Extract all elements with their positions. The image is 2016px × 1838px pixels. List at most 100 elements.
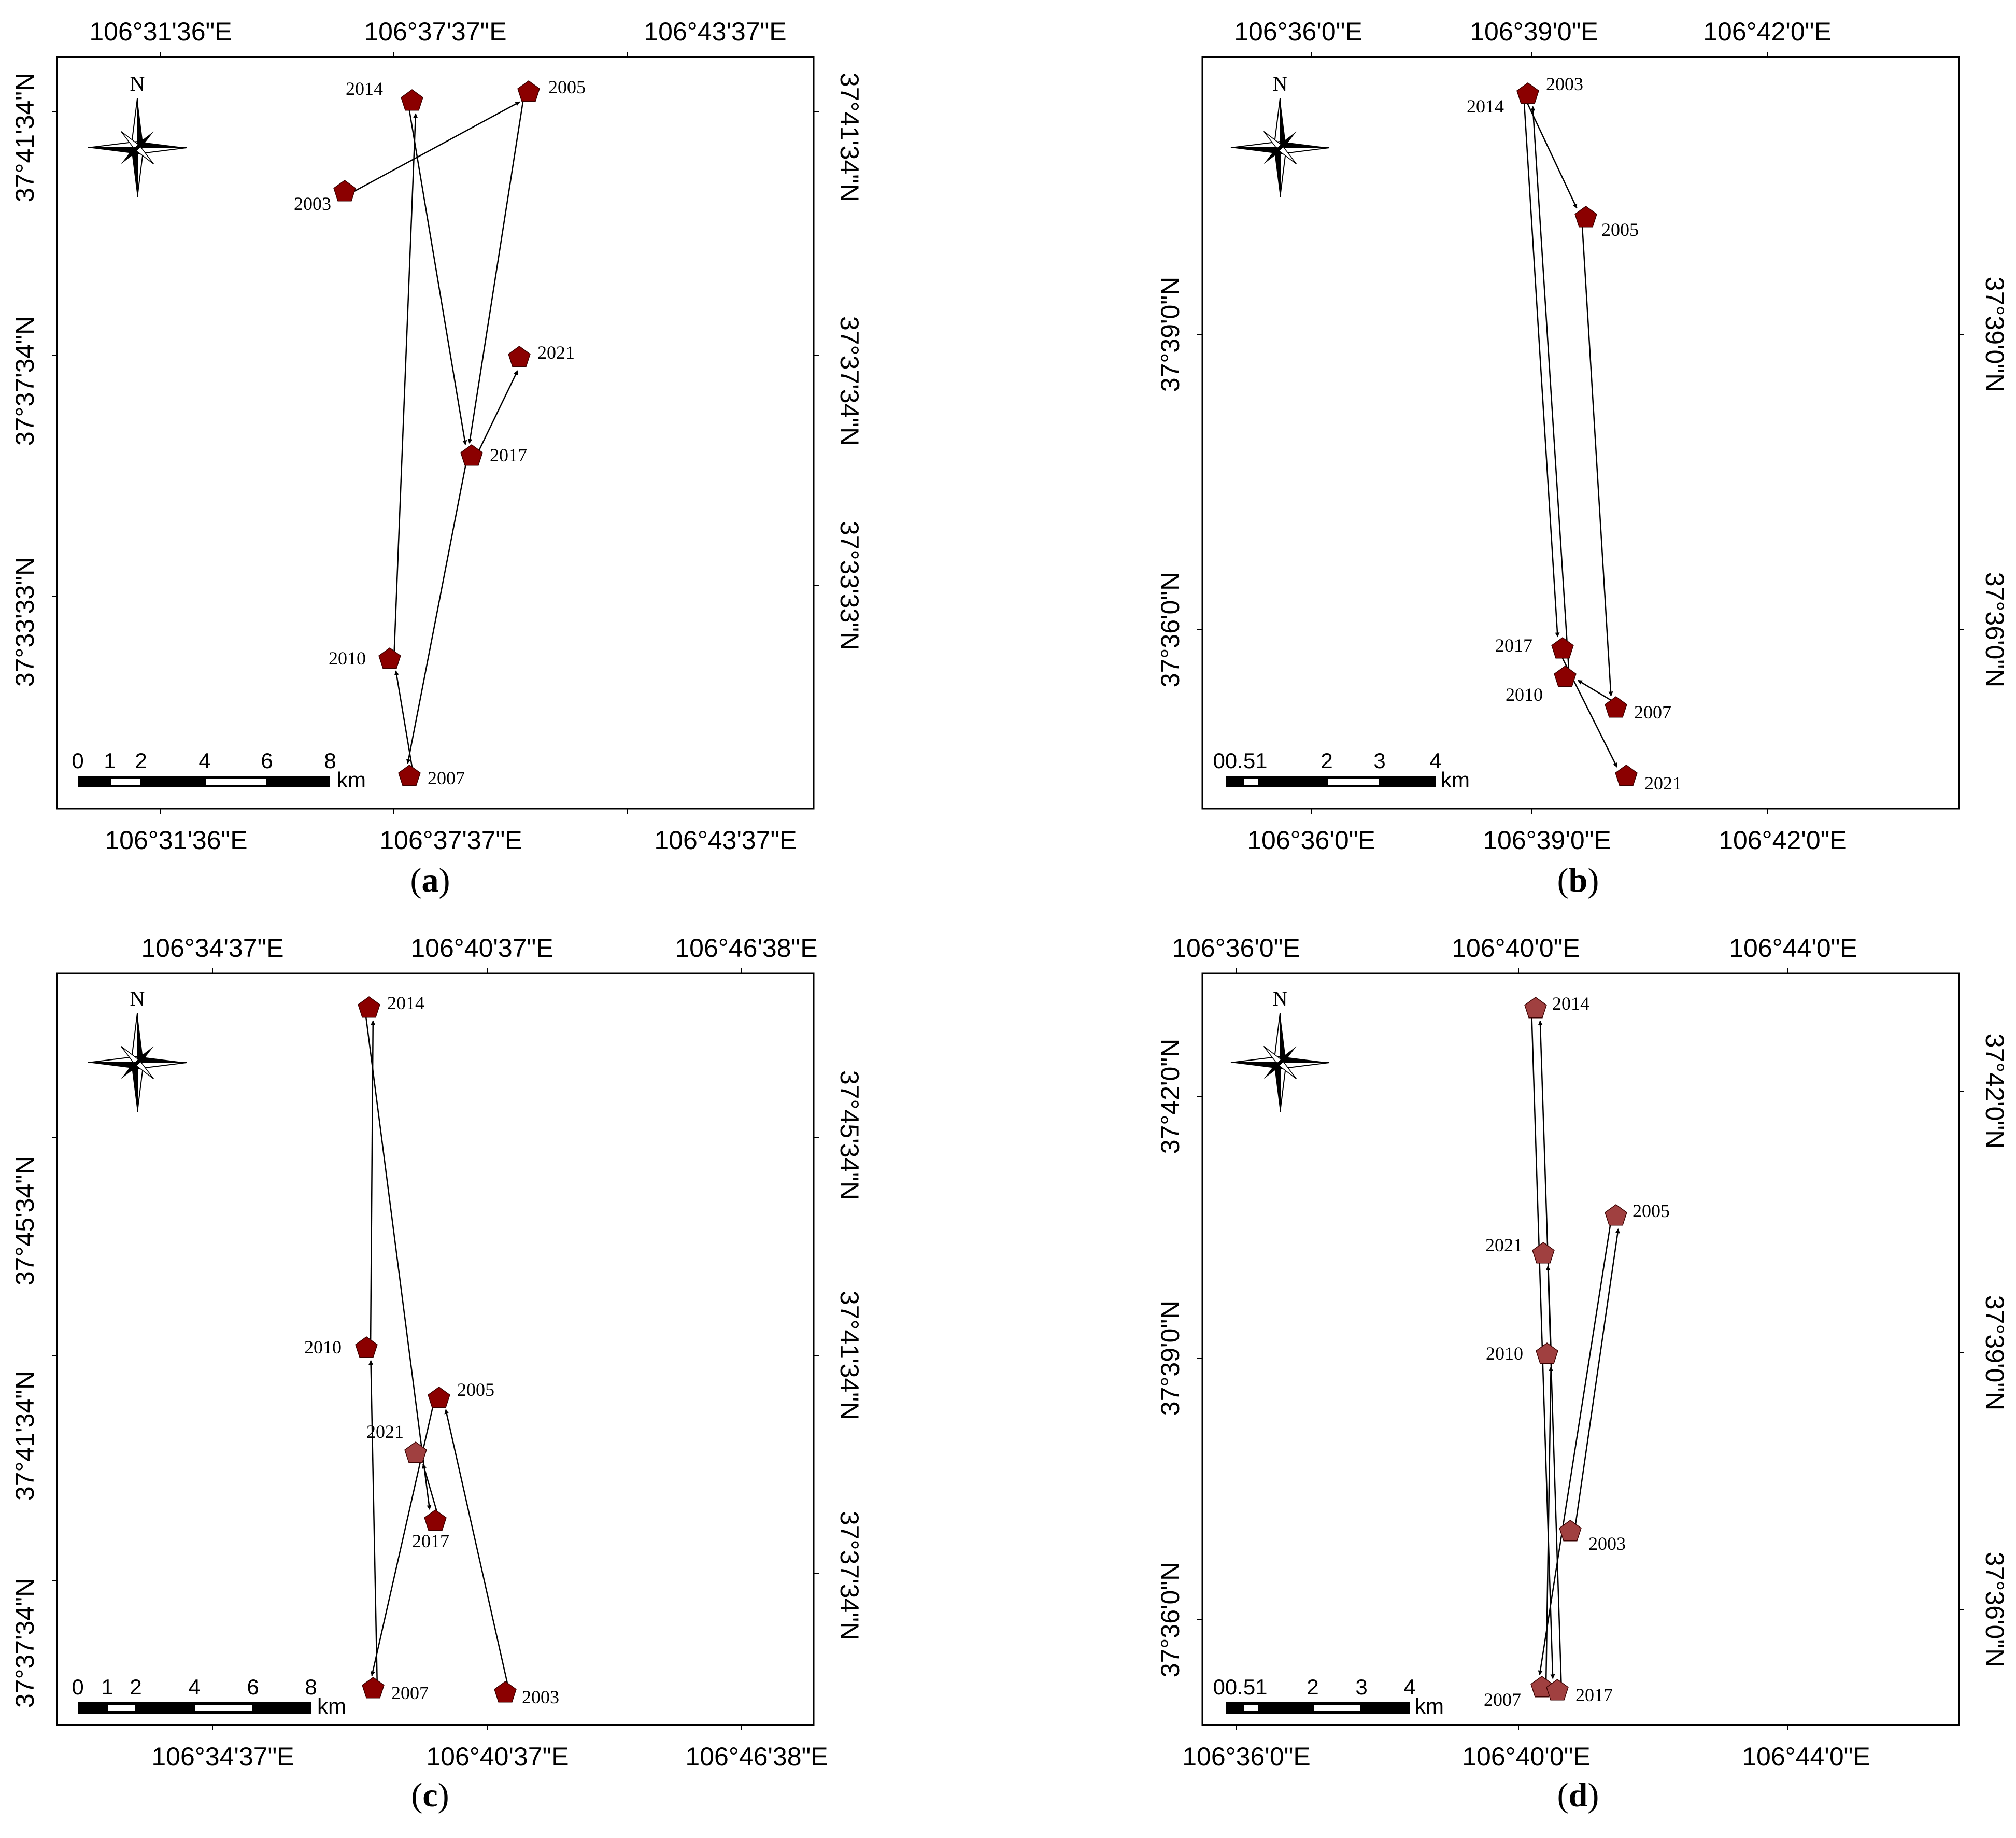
scale-bar: 0 1 2 4 6 8km: [72, 1675, 346, 1718]
year-label: 2003: [522, 1687, 559, 1707]
top-axis-label: 106°36'0"E: [1234, 17, 1362, 46]
year-label: 2021: [537, 342, 575, 363]
left-axis-label: 37°36'0"N: [1156, 1562, 1185, 1677]
year-label: 2017: [1495, 635, 1532, 656]
centroid-marker-2014: [1516, 82, 1539, 104]
scale-tick-label: 1: [101, 1675, 113, 1699]
year-label: 2007: [428, 768, 465, 788]
scale-tick-label: 2: [1307, 1675, 1318, 1699]
map-frame: [1201, 56, 1960, 810]
bottom-axis-label: 106°43'37"E: [654, 826, 797, 855]
top-axis-label: 106°39'0"E: [1470, 17, 1598, 46]
right-axis-label: 37°39'0"N: [1980, 277, 2009, 392]
bottom-axis-label: 106°42'0"E: [1719, 826, 1847, 855]
scale-tick-label: 2: [135, 748, 147, 773]
centroid-marker-2014: [358, 996, 380, 1018]
year-label: 2003: [1588, 1533, 1626, 1554]
centroid-points: 2003 2014 2005 2017 2010 2007 2021: [1467, 74, 1682, 794]
trajectory-arrow-2003-to-2005: [352, 101, 520, 193]
bottom-axis-label: 106°31'36"E: [105, 826, 247, 855]
scale-tick-label: 4: [188, 1675, 200, 1699]
panel-caption: (c): [411, 1776, 449, 1814]
map-frame: [56, 56, 815, 810]
year-label: 2010: [304, 1337, 342, 1358]
year-label: 2010: [1506, 684, 1543, 705]
scale-tick-label: 3: [1355, 1675, 1367, 1699]
scale-unit-label: km: [1415, 1694, 1444, 1718]
bottom-axis-label: 106°36'0"E: [1247, 826, 1375, 855]
right-axis-label: 37°39'0"N: [1980, 1295, 2009, 1410]
top-axis-label: 106°36'0"E: [1172, 934, 1300, 963]
scale-unit-label: km: [337, 768, 366, 792]
map-panel-c: 106°34'37"E 106°40'37"E 106°46'38"E 106°34'…: [10, 934, 864, 1814]
north-arrow-compass-icon: [88, 98, 187, 197]
centroid-points: 2014 2010 2005 2021 2017 2007 2003: [304, 993, 559, 1707]
bottom-axis-label: 106°37'37"E: [379, 826, 522, 855]
centroid-marker-2017: [424, 1509, 447, 1531]
year-label: 2021: [1644, 773, 1682, 794]
trajectory-arrow-2017-to-2021: [422, 1463, 438, 1514]
centroid-marker-2005: [1574, 206, 1597, 228]
left-axis-label: 37°41'34"N: [10, 73, 39, 202]
year-label: 2005: [1632, 1200, 1670, 1221]
top-axis-label: 106°34'37"E: [141, 934, 283, 963]
map-panel-d: 106°36'0"E 106°40'0"E 106°44'0"E 106°36'0"E…: [1156, 934, 2009, 1814]
trajectory-arrow-2014-to-2017: [1523, 102, 1560, 638]
scale-tick-label: 6: [247, 1675, 259, 1699]
bottom-axis-label: 106°40'0"E: [1462, 1742, 1591, 1771]
map-frame: [56, 972, 815, 1726]
scale-unit-label: km: [1441, 768, 1470, 792]
centroid-marker-2010: [1536, 1342, 1558, 1364]
trajectory-arrow-2003-to-2005: [1574, 1228, 1620, 1525]
trajectory-arrow-2003-to-2005: [444, 1409, 508, 1685]
map-panel-b: 106°36'0"E 106°39'0"E 106°42'0"E 106°36'0"E…: [1156, 17, 2009, 899]
year-label: 2014: [346, 78, 383, 99]
scale-tick-label: 2: [130, 1675, 141, 1699]
right-axis-label: 37°36'0"N: [1980, 572, 2009, 687]
centroid-marker-2007: [362, 1677, 385, 1699]
year-label: 2021: [1485, 1235, 1523, 1255]
centroid-points: 2003 2005 2007 2010 2014 2017 2021: [294, 77, 586, 788]
year-label: 2021: [366, 1421, 404, 1442]
right-axis-label: 37°37'34"N: [835, 1511, 864, 1641]
year-label: 2010: [1486, 1343, 1523, 1364]
right-axis-label: 37°37'34"N: [835, 316, 864, 446]
right-axis-label: 37°42'0"N: [1980, 1034, 2009, 1149]
right-axis-label: 37°41'34"N: [835, 73, 864, 202]
trajectory-arrows: [1523, 102, 1618, 768]
right-axis-label: 37°36'0"N: [1980, 1552, 2009, 1667]
north-arrow-compass-icon: [88, 1013, 187, 1112]
trajectory-arrows: [352, 98, 524, 769]
centroid-marker-2021: [1615, 765, 1638, 786]
year-label: 2017: [490, 445, 527, 465]
centroid-marker-2014: [1524, 997, 1547, 1019]
map-panels: 106°31'36"E 106°37'37"E 106°43'37"E 106°31'…: [10, 17, 2009, 1814]
year-label: 2007: [391, 1683, 429, 1703]
left-axis-label: 37°33'33"N: [10, 557, 39, 687]
centroid-marker-2010: [378, 647, 401, 669]
scale-tick-label: 4: [1403, 1675, 1415, 1699]
right-axis-label: 37°41'34"N: [835, 1291, 864, 1420]
top-axis-label: 106°37'37"E: [364, 17, 506, 46]
bottom-axis-label: 106°46'38"E: [685, 1742, 828, 1771]
scale-tick-label: 8: [305, 1675, 317, 1699]
trajectory-arrow-2003-to-2005: [1526, 102, 1578, 209]
scale-bar: 00.51 2 3 4km: [1213, 748, 1470, 792]
centroid-marker-2007: [398, 765, 421, 786]
left-axis-label: 37°37'34"N: [10, 1578, 39, 1708]
north-label: N: [130, 72, 145, 95]
trajectory-arrow-2010-to-2014: [1530, 106, 1570, 670]
centroid-marker-2007: [1530, 1676, 1553, 1698]
north-arrow-compass-icon: [1230, 98, 1330, 197]
trajectory-arrow-2005-to-2007: [1538, 1222, 1612, 1675]
centroid-marker-2017: [460, 444, 483, 466]
centroid-marker-2021: [508, 346, 531, 367]
north-label: N: [130, 987, 145, 1010]
left-axis-label: 37°41'34"N: [10, 1371, 39, 1501]
bottom-axis-label: 106°44'0"E: [1742, 1742, 1870, 1771]
year-label: 2005: [457, 1379, 494, 1400]
left-axis-label: 37°37'34"N: [10, 316, 39, 446]
centroid-marker-2010: [1554, 666, 1577, 687]
left-axis-label: 37°42'0"N: [1156, 1039, 1185, 1154]
